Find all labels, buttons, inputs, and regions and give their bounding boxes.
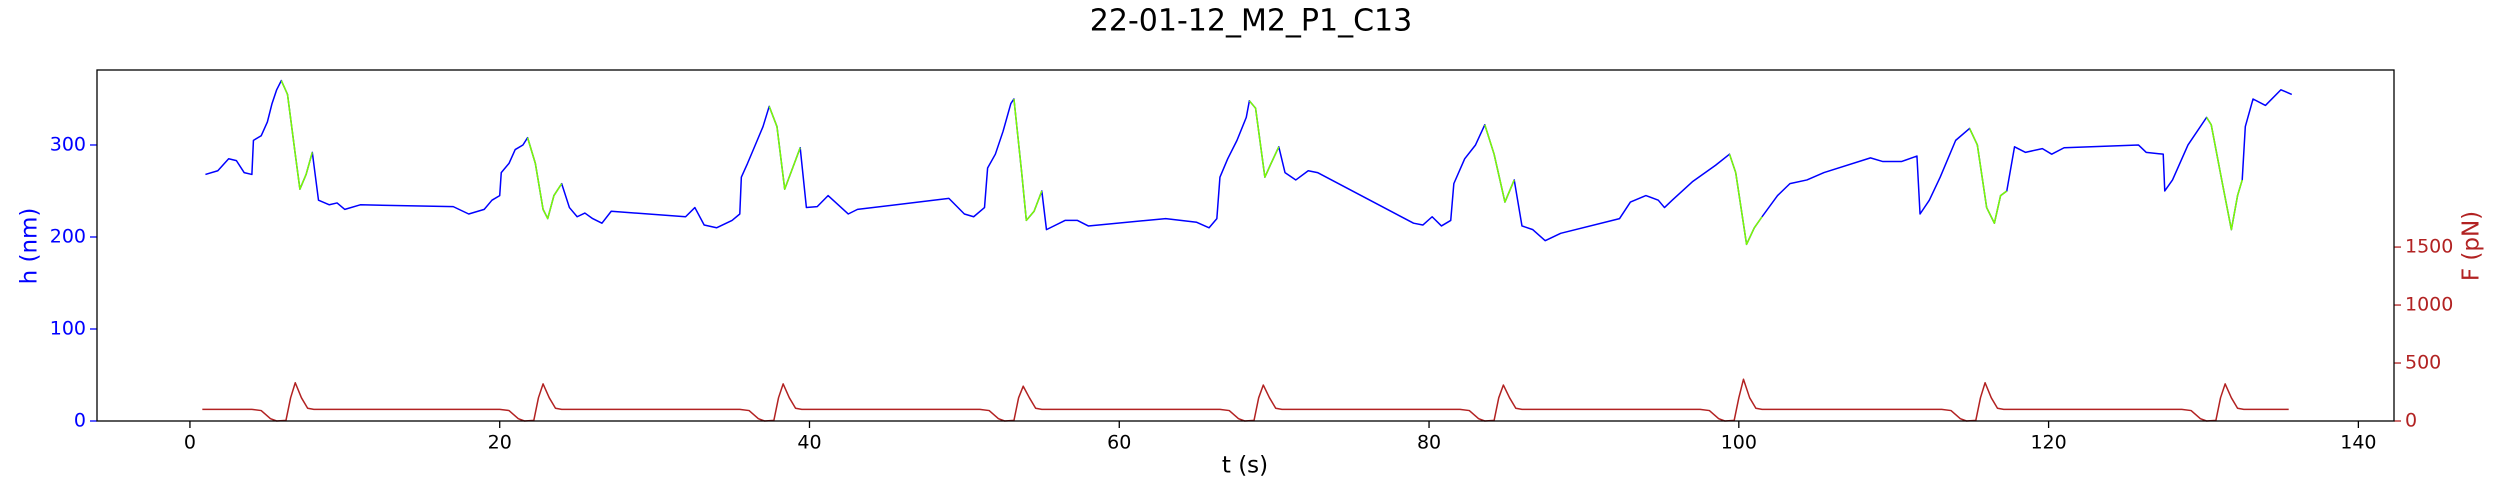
y2-axis-label: F (pN) <box>2459 211 2485 281</box>
x-tick-label: 120 <box>2030 432 2066 454</box>
y-tick-label: 300 <box>50 133 86 155</box>
chart-title: 22-01-12_M2_P1_C13 <box>1090 4 1412 39</box>
y-tick-label: 100 <box>50 317 86 339</box>
y2-tick-label: 0 <box>2405 410 2417 432</box>
x-tick-label: 80 <box>1417 432 1441 454</box>
x-tick-label: 60 <box>1107 432 1131 454</box>
y2-tick-label: 500 <box>2405 352 2441 374</box>
y2-tick-label: 1500 <box>2405 236 2453 258</box>
y-tick-label: 200 <box>50 225 86 247</box>
x-tick-label: 100 <box>1721 432 1757 454</box>
y2-tick-label: 1000 <box>2405 294 2453 316</box>
x-tick-label: 0 <box>184 432 196 454</box>
data-line <box>205 79 2293 246</box>
x-axis-label: t (s) <box>1222 453 1268 479</box>
y-axis-label: h (nm) <box>17 208 43 285</box>
data-line <box>280 80 2243 246</box>
y-tick-label: 0 <box>74 410 86 432</box>
plot-frame <box>96 69 2395 422</box>
x-tick-label: 40 <box>797 432 821 454</box>
x-tick-label: 140 <box>2340 432 2376 454</box>
x-tick-label: 20 <box>488 432 512 454</box>
data-line <box>202 378 2289 422</box>
